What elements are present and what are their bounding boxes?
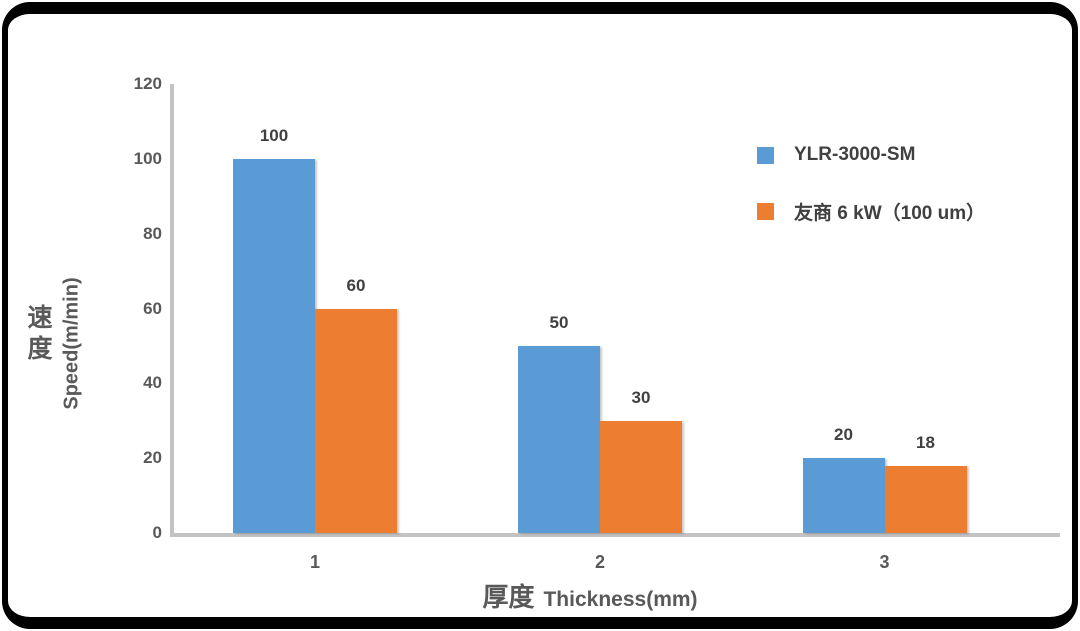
legend-label: YLR-3000-SM: [794, 144, 916, 165]
data-label: 60: [346, 275, 366, 295]
bar-YLR-3000-SM-cat1: [233, 158, 315, 533]
y-tick-label: 40: [143, 373, 162, 393]
legend-swatch-icon: [757, 146, 774, 164]
legend-item: 友商 6 kW（100 um）: [757, 201, 985, 224]
legend-swatch-icon: [757, 202, 774, 220]
y-tick-label: 80: [143, 223, 162, 243]
legend-item: YLR-3000-SM: [757, 144, 985, 165]
x-category-label: 2: [594, 552, 605, 572]
y-tick-label: 120: [133, 74, 162, 93]
x-category-label: 3: [879, 552, 890, 572]
x-axis-line: [170, 533, 1060, 537]
y-axis-line: [170, 84, 174, 537]
data-label: 30: [631, 387, 651, 407]
bar-友商-6-kW（100-um）-cat2: [600, 420, 682, 533]
chart-legend: YLR-3000-SM 友商 6 kW（100 um）: [757, 144, 985, 224]
bar-YLR-3000-SM-cat2: [518, 345, 600, 533]
y-tick-label: 20: [143, 448, 162, 468]
legend-label: 友商 6 kW（100 um）: [794, 202, 986, 224]
bar-友商-6-kW（100-um）-cat3: [884, 465, 967, 533]
x-category-label: 1: [309, 552, 320, 572]
y-axis-title-en: Speed(m/min): [60, 277, 83, 410]
y-tick-label: 0: [152, 523, 162, 542]
data-label: 50: [549, 312, 569, 332]
data-label: 100: [259, 125, 289, 145]
x-axis-title-en: Thickness(mm): [543, 588, 698, 611]
data-label: 20: [834, 425, 853, 445]
bar-YLR-3000-SM-cat3: [802, 458, 885, 533]
y-tick-label: 60: [143, 298, 162, 318]
x-axis-title: 厚度 Thickness(mm): [390, 577, 790, 614]
y-tick-label: 100: [133, 148, 162, 168]
x-axis-title-cn: 厚度: [482, 582, 535, 612]
data-label: 18: [916, 432, 935, 452]
bar-友商-6-kW（100-um）-cat1: [315, 308, 397, 533]
y-axis-title-cn: 速度: [24, 304, 52, 366]
